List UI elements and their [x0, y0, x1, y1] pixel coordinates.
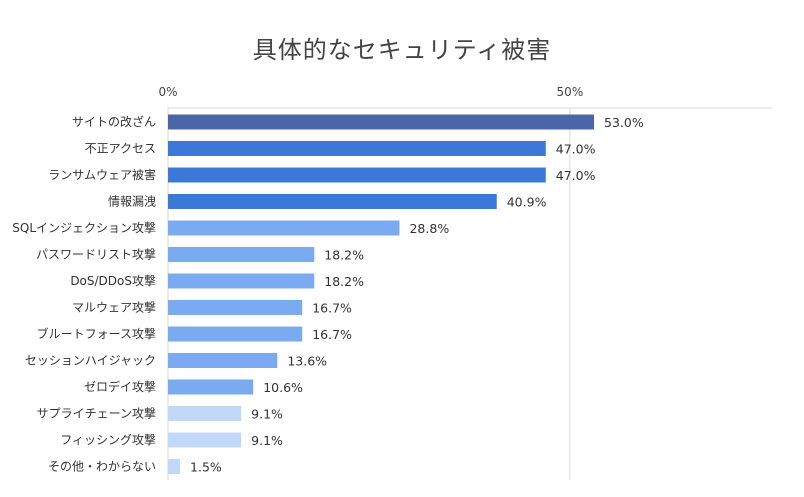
bar [168, 326, 303, 342]
category-label: サイトの改ざん [72, 114, 156, 129]
bar-row: パスワードリスト攻撃 18.2% [36, 247, 364, 263]
bar-row: DoS/DDoS攻撃 18.2% [70, 273, 364, 289]
category-label: 情報漏洩 [108, 195, 156, 209]
bar [168, 194, 497, 209]
category-label: セッションハイジャック [25, 354, 156, 368]
bar-row: サイトの改ざん 53.0% [72, 114, 644, 130]
bar-row: 情報漏洩 40.9% [108, 194, 547, 210]
bar [168, 273, 315, 289]
category-label: パスワードリスト攻撃 [36, 247, 156, 262]
bar [168, 220, 400, 236]
axis-ticks: 0% 50% [158, 85, 583, 99]
data-label: 18.2% [324, 248, 364, 263]
data-label: 28.8% [409, 221, 449, 236]
data-label: 40.9% [507, 195, 547, 210]
bar-row: その他・わからない 1.5% [48, 459, 222, 475]
bar [168, 459, 181, 474]
bar [168, 406, 242, 421]
category-label: サプライチェーン攻撃 [37, 406, 156, 421]
bar [168, 141, 546, 156]
bar [168, 167, 546, 183]
x-tick-label: 0% [158, 85, 177, 99]
bar-row: 不正アクセス 47.0% [85, 141, 596, 157]
bar [168, 114, 594, 130]
category-label: 不正アクセス [85, 142, 156, 156]
data-label: 16.7% [312, 327, 352, 342]
category-label: SQLインジェクション攻撃 [12, 220, 156, 235]
x-tick-label: 50% [557, 85, 584, 99]
bar [168, 353, 278, 368]
bars-layer: サイトの改ざん 53.0% 不正アクセス 47.0% ランサムウェア被害 47.0% 情報漏… [12, 114, 644, 475]
category-label: その他・わからない [48, 460, 156, 474]
bar [168, 247, 315, 262]
chart-title: 具体的なセキュリティ被害 [252, 36, 552, 64]
category-label: マルウェア攻撃 [72, 300, 156, 315]
category-label: ランサムウェア被害 [48, 167, 156, 182]
data-label: 9.1% [251, 433, 283, 448]
data-label: 10.6% [263, 380, 303, 395]
bar-row: セッションハイジャック 13.6% [25, 353, 327, 369]
bar-row: ブルートフォース攻撃 16.7% [37, 326, 352, 342]
bar [168, 300, 303, 315]
bar [168, 379, 254, 395]
grid-layer [167, 107, 772, 480]
data-label: 13.6% [287, 354, 327, 369]
data-label: 47.0% [556, 168, 596, 183]
category-label: ゼロデイ攻撃 [84, 379, 156, 394]
bar-row: ゼロデイ攻撃 10.6% [84, 379, 303, 395]
bar-row: サプライチェーン攻撃 9.1% [37, 406, 283, 422]
bar [168, 432, 242, 448]
data-label: 53.0% [604, 115, 644, 130]
data-label: 47.0% [556, 142, 596, 157]
data-label: 16.7% [312, 301, 352, 316]
bar-row: SQLインジェクション攻撃 28.8% [12, 220, 449, 236]
data-label: 18.2% [324, 274, 364, 289]
bar-row: ランサムウェア被害 47.0% [48, 167, 595, 183]
category-label: ブルートフォース攻撃 [37, 326, 156, 341]
category-label: フィッシング攻撃 [60, 432, 156, 447]
data-label: 1.5% [190, 460, 222, 475]
bar-row: マルウェア攻撃 16.7% [72, 300, 352, 316]
category-label: DoS/DDoS攻撃 [70, 273, 156, 288]
bar-row: フィッシング攻撃 9.1% [60, 432, 283, 448]
data-label: 9.1% [251, 407, 283, 422]
